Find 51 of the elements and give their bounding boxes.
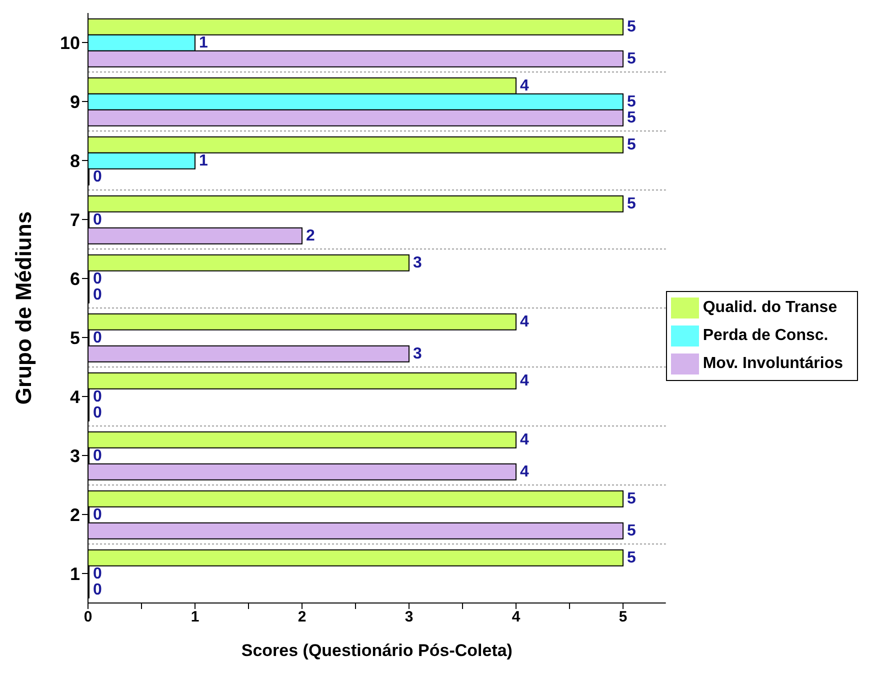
x-tick-label: 5	[618, 608, 628, 626]
legend-label: Qualid. do Transe	[702, 298, 838, 316]
data-label: 2	[306, 227, 316, 244]
y-tick-label: 7	[70, 210, 80, 230]
data-label: 1	[199, 152, 208, 170]
y-tick-label: 5	[70, 328, 80, 348]
data-label: 0	[93, 329, 102, 346]
x-tick-label: 4	[512, 608, 521, 626]
data-label: 5	[627, 136, 636, 154]
x-tick-label: 3	[404, 608, 414, 626]
y-tick-label: 3	[70, 446, 80, 466]
data-label: 3	[413, 345, 422, 362]
data-label: 5	[627, 195, 636, 212]
data-label: 5	[627, 93, 636, 110]
x-tick-label: 1	[190, 608, 200, 626]
data-label: 0	[93, 404, 102, 422]
data-label: 0	[93, 211, 102, 228]
data-label: 0	[93, 286, 102, 304]
data-label: 0	[93, 447, 102, 464]
y-tick-label: 4	[70, 386, 80, 407]
data-label: 0	[93, 565, 102, 582]
y-tick-label: 9	[70, 92, 80, 112]
data-label: 5	[627, 522, 636, 540]
data-label: 0	[93, 581, 102, 598]
data-label: 4	[520, 77, 530, 94]
data-label: 0	[93, 168, 102, 186]
data-label: 5	[627, 18, 636, 36]
data-label: 4	[520, 313, 530, 330]
y-axis-title: Grupo de Médiuns	[10, 211, 36, 405]
y-tick-label: 1	[70, 564, 80, 584]
data-label: 4	[520, 463, 530, 480]
legend-label: Mov. Involuntários	[702, 354, 843, 372]
data-label: 0	[93, 388, 102, 406]
x-tick-label: 0	[84, 608, 92, 626]
y-tick-label: 8	[70, 150, 80, 171]
data-label: 5	[627, 549, 636, 566]
y-tick-label: 10	[60, 32, 80, 53]
data-label: 5	[627, 490, 636, 508]
y-tick-label: 6	[70, 268, 80, 289]
data-label: 5	[627, 109, 636, 126]
data-label: 0	[93, 270, 102, 288]
data-label: 0	[93, 506, 102, 524]
y-tick-label: 2	[70, 504, 80, 525]
legend-label: Perda de Consc.	[702, 326, 828, 344]
data-label: 4	[520, 431, 530, 448]
data-label: 4	[520, 372, 530, 390]
data-label: 1	[199, 34, 208, 52]
data-label: 3	[413, 254, 422, 272]
x-tick-label: 2	[298, 608, 306, 626]
data-label: 5	[627, 50, 636, 68]
x-axis-title: Scores (Questionário Pós-Coleta)	[241, 641, 512, 660]
